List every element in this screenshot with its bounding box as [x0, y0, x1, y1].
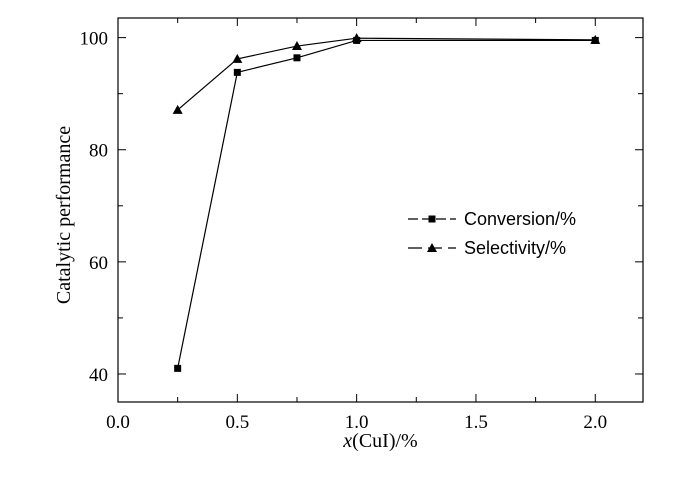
legend-marker [427, 243, 437, 252]
series-layer [172, 33, 601, 372]
y-tick-label: 80 [89, 141, 108, 162]
x-tick-label: 2.0 [583, 412, 607, 433]
data-point [293, 54, 301, 62]
x-tick-label: 1.5 [464, 412, 488, 433]
y-tick-label: 40 [89, 365, 108, 386]
data-point [172, 104, 183, 114]
data-point [233, 68, 241, 76]
data-point [351, 33, 362, 43]
legend-item: Selectivity/% [408, 238, 566, 258]
series-conversion [174, 36, 599, 372]
y-tick-label: 60 [89, 253, 108, 274]
plot-frame [117, 17, 644, 403]
legend-item: Conversion/% [408, 209, 576, 229]
series-selectivity [172, 33, 601, 114]
tick-labels: 0.0 0.5 1.0 1.5 2.0 40 60 80 100 [80, 29, 608, 433]
x-tick-label: 1.0 [345, 412, 369, 433]
x-axis-label-var: x [342, 430, 352, 452]
series-line [177, 39, 596, 369]
data-point [291, 41, 302, 51]
legend-marker [428, 215, 436, 223]
y-axis-label: Catalytic performance [53, 126, 75, 304]
data-point [174, 364, 182, 372]
legend-label: Selectivity/% [464, 238, 566, 258]
y-tick-label: 100 [80, 29, 109, 50]
legend: Conversion/% Selectivity/% [408, 209, 576, 258]
data-point [232, 53, 243, 63]
x-tick-label: 0.5 [225, 412, 249, 433]
x-tick-label: 0.0 [106, 412, 130, 433]
x-axis-label-unit: (CuI)/% [352, 430, 418, 452]
axis-ticks [117, 18, 643, 402]
data-point [590, 34, 601, 44]
x-axis-label: x(CuI)/% [342, 430, 417, 452]
legend-label: Conversion/% [464, 209, 576, 229]
